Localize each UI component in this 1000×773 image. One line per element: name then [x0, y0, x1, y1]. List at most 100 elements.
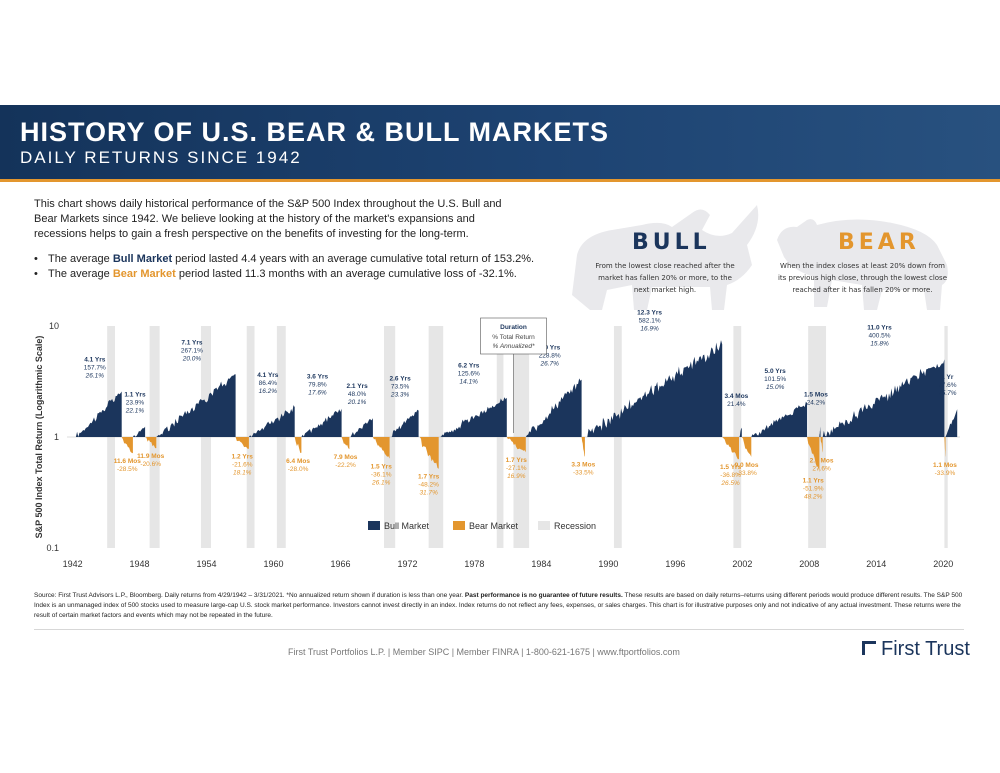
- bull-market-area: [945, 409, 958, 437]
- callout-total: % Total Return: [492, 334, 535, 341]
- bear-silhouette-icon: [777, 219, 948, 310]
- bull-annualized-label: 16.9%: [640, 325, 659, 332]
- bull-silhouette-icon: [572, 205, 759, 310]
- header-accent-line: [0, 179, 1000, 182]
- bull-market-area: [156, 374, 236, 437]
- bull-total-label: 267.1%: [181, 347, 203, 354]
- bull-duration-label: 1.1 Yrs: [124, 392, 146, 399]
- x-tick-label: 1990: [598, 559, 618, 569]
- bear-duration-label: 11.6 Mos: [114, 458, 141, 465]
- logo-bracket-icon: [862, 641, 876, 655]
- bear-annualized-label: 48.2%: [804, 493, 823, 500]
- bear-market-area: [820, 437, 823, 453]
- legend-swatch: [368, 521, 380, 530]
- bull-annualized-label: 20.0%: [182, 355, 202, 362]
- legend-swatch: [453, 521, 465, 530]
- bull-total-label: 48.0%: [348, 391, 367, 398]
- bear-market-area: [145, 437, 157, 449]
- bull-duration-label: 7.1 Yrs: [181, 339, 203, 346]
- bear-market-area: [235, 437, 249, 449]
- bear-market-area: [341, 437, 350, 450]
- bull-total-label: 157.7%: [84, 364, 106, 371]
- bear-market-area: [506, 437, 526, 453]
- bull-annualized-label: 15.0%: [766, 384, 785, 391]
- footer-contact: First Trust Portfolios L.P. | Member SIP…: [288, 647, 680, 657]
- bull-total-label: 23.9%: [126, 400, 145, 407]
- header-banner: [0, 105, 1000, 179]
- bear-total-label: -22.2%: [335, 462, 356, 469]
- bullet-bull-pre: The average: [48, 253, 113, 265]
- bull-total-label: 77.6%: [938, 382, 957, 389]
- source-warning: Past performance is no guarantee of futu…: [464, 592, 623, 599]
- bear-duration-label: 1.7 Yrs: [418, 474, 440, 481]
- x-tick-label: 1966: [330, 559, 350, 569]
- bear-total-label: -36.8%: [720, 472, 741, 479]
- bull-total-label: 73.5%: [391, 384, 410, 391]
- bull-total-label: 24.2%: [807, 400, 826, 407]
- bear-market-area: [121, 437, 133, 454]
- x-tick-label: 1978: [464, 559, 484, 569]
- source-text: Source: First Trust Advisors L.P., Bloom…: [34, 592, 465, 599]
- logo-text: First Trust: [881, 638, 970, 660]
- bear-total-label: -33.9%: [935, 470, 956, 477]
- bear-total-label: -28.0%: [288, 466, 309, 473]
- x-tick-label: 1984: [531, 559, 551, 569]
- bear-total-label: -27.1%: [506, 465, 527, 472]
- bull-definition-text: From the lowest close reached after the …: [595, 262, 735, 294]
- y-tick-label: 0.1: [46, 543, 59, 553]
- bear-duration-label: 1.2 Yrs: [232, 454, 254, 461]
- bear-market-area: [944, 437, 946, 457]
- legend-label: Bear Market: [469, 521, 519, 531]
- bull-market-area: [438, 397, 507, 437]
- bear-total-label: -33.5%: [573, 470, 594, 477]
- bull-market-area: [349, 418, 373, 437]
- bear-duration-label: 6.4 Mos: [286, 458, 310, 465]
- bullet-bull-key: Bull Market: [112, 253, 173, 265]
- bear-market-area: [741, 437, 752, 457]
- legend-swatch: [538, 521, 550, 530]
- y-tick-label: 1: [54, 432, 59, 442]
- bull-market-area: [248, 405, 295, 437]
- bull-market-area: [132, 426, 146, 437]
- bull-duration-label: 3.6 Yrs: [307, 374, 329, 381]
- footer-divider: [34, 629, 964, 630]
- bear-annualized-label: 26.5%: [720, 480, 740, 487]
- x-tick-label: 1972: [397, 559, 417, 569]
- bull-total-label: 125.6%: [458, 371, 480, 378]
- bull-market-area: [75, 391, 122, 437]
- bull-market-area: [739, 427, 742, 437]
- bear-total-label: -36.1%: [371, 472, 392, 479]
- bull-annualized-label: 16.2%: [259, 388, 278, 395]
- x-tick-label: 2020: [933, 559, 953, 569]
- source-text-rest: These results are based on daily returns…: [34, 592, 963, 619]
- x-tick-label: 1948: [130, 559, 150, 569]
- x-tick-label: 2008: [799, 559, 819, 569]
- bull-duration-label: 2.1 Yrs: [347, 383, 369, 390]
- page-title: HISTORY OF U.S. BEAR & BULL MARKETS: [20, 117, 610, 147]
- bear-market-area: [294, 437, 302, 453]
- bull-total-label: 79.8%: [308, 382, 327, 389]
- intro-paragraph: This chart shows daily historical perfor…: [34, 198, 502, 240]
- bull-bear-illustration: [572, 205, 948, 310]
- bear-duration-label: 2.0 Mos: [810, 458, 834, 465]
- bull-duration-label: 11.0 Yrs: [867, 324, 892, 331]
- bear-total-label: -21.6%: [232, 462, 253, 469]
- bear-duration-label: 1.5 Yrs: [720, 464, 742, 471]
- bull-market-area: [525, 378, 582, 437]
- bull-total-label: 582.1%: [639, 317, 661, 324]
- bullet-bull: The average Bull Market period lasted 4.…: [34, 252, 534, 267]
- bull-definition-title: BULL: [632, 230, 711, 255]
- bear-duration-label: 1.7 Yrs: [506, 457, 528, 464]
- bear-market-area: [722, 437, 739, 460]
- bear-duration-label: 3.3 Mos: [571, 462, 595, 469]
- bear-duration-label: 11.9 Mos: [137, 453, 164, 460]
- x-tick-label: 1960: [263, 559, 283, 569]
- bull-annualized-label: 22.1%: [125, 408, 145, 415]
- bull-annualized-label: 23.3%: [390, 392, 410, 399]
- legend-label: Recession: [554, 521, 596, 531]
- bull-annualized-label: 75.7%: [938, 390, 957, 397]
- bear-duration-label: 7.9 Mos: [334, 454, 358, 461]
- x-tick-label: 2002: [732, 559, 752, 569]
- bull-total-label: 21.4%: [727, 401, 746, 408]
- x-tick-label: 1996: [665, 559, 685, 569]
